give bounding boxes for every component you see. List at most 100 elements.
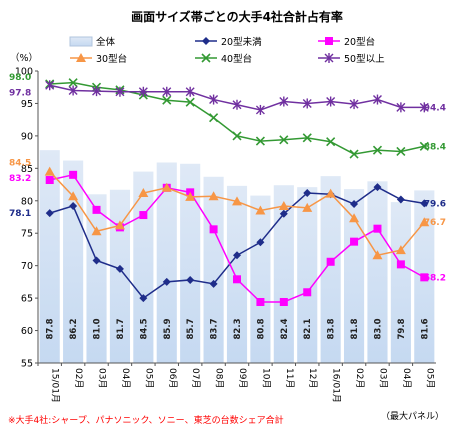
bar bbox=[273, 185, 294, 363]
diamond-marker bbox=[186, 275, 195, 284]
triangle-marker bbox=[208, 191, 219, 201]
star-marker bbox=[68, 85, 78, 96]
end-labels: 98.0 97.8 84.5 83.2 78.1 94.4 88.4 79.6 76.7 68.2 bbox=[9, 73, 446, 283]
y-tick-label: 60 bbox=[21, 326, 33, 337]
square-marker bbox=[326, 257, 335, 266]
star-marker bbox=[349, 99, 359, 110]
star-marker bbox=[209, 94, 219, 105]
y-tick-label: 95 bbox=[21, 99, 33, 110]
triangle-marker bbox=[395, 245, 406, 255]
bar bbox=[63, 160, 84, 363]
footnote: ※大手4社:シャープ、パナソニック、ソニー、東芝の台数シェア合計 bbox=[8, 414, 284, 426]
x-marker bbox=[349, 149, 359, 159]
y-tick-label: 55 bbox=[21, 359, 33, 370]
legend-label: 50型以上 bbox=[344, 54, 385, 65]
x-marker bbox=[326, 137, 336, 147]
legend-item: 全体 bbox=[69, 36, 116, 48]
diamond-marker bbox=[45, 209, 54, 218]
series-line bbox=[49, 81, 425, 155]
bar-value-label: 85.9 bbox=[163, 318, 173, 339]
x-marker bbox=[372, 145, 383, 155]
square-marker bbox=[92, 205, 101, 214]
corner-note: （最大パネル） bbox=[381, 410, 444, 422]
x-marker bbox=[185, 97, 195, 107]
legend-item: 20型未満 bbox=[195, 36, 262, 48]
bar bbox=[250, 195, 271, 363]
legend-label: 全体 bbox=[96, 36, 116, 48]
bar bbox=[226, 185, 248, 363]
square-marker bbox=[373, 224, 382, 233]
diamond-marker bbox=[303, 188, 312, 197]
triangle-marker bbox=[76, 53, 86, 62]
legend-label: 30型台 bbox=[96, 53, 127, 65]
data-label: 68.2 bbox=[424, 273, 446, 283]
legend-label: 20型未満 bbox=[221, 36, 262, 48]
x-tick-label: 10月 bbox=[260, 368, 271, 388]
x-tick-label: 03月 bbox=[97, 368, 108, 388]
diamond-marker bbox=[233, 251, 241, 260]
data-label: 76.7 bbox=[424, 218, 446, 228]
diamond-marker bbox=[420, 199, 429, 208]
triangle-marker bbox=[302, 202, 313, 212]
bar bbox=[180, 163, 201, 363]
square-marker bbox=[420, 273, 429, 282]
square-marker bbox=[256, 298, 265, 307]
x-marker bbox=[209, 113, 219, 123]
x-marker bbox=[396, 146, 406, 157]
triangle-marker bbox=[278, 200, 289, 210]
legend: 全体 20型未満 20型台 30型台 40型台 50型以上 bbox=[69, 36, 385, 65]
series-star bbox=[45, 80, 429, 115]
bar-value-label: 81.7 bbox=[116, 318, 126, 339]
triangle-marker bbox=[232, 196, 242, 206]
star-marker bbox=[372, 94, 382, 105]
diamond-marker bbox=[256, 238, 265, 247]
star-marker bbox=[396, 102, 406, 113]
axes: 55 60 65 70 75 80 85 90 95 100 15/01月 02月 03月 04月 05月 0… bbox=[15, 67, 436, 403]
bar bbox=[367, 181, 388, 363]
bar-value-label: 87.8 bbox=[46, 318, 56, 339]
bar bbox=[109, 189, 131, 363]
bar-value-label: 86.2 bbox=[69, 318, 79, 339]
x-tick-label: 05月 bbox=[424, 368, 435, 388]
triangle-marker bbox=[372, 250, 383, 260]
bar bbox=[39, 150, 60, 363]
x-tick-label: 04月 bbox=[120, 368, 131, 388]
star-marker bbox=[302, 98, 312, 109]
legend-item: 50型以上 bbox=[318, 53, 385, 65]
diamond-marker bbox=[350, 200, 359, 209]
star-marker bbox=[162, 86, 172, 97]
y-tick-label: 75 bbox=[21, 229, 33, 240]
bar-value-label: 83.8 bbox=[327, 318, 337, 339]
y-tick-label: 100 bbox=[15, 67, 33, 78]
star-marker bbox=[115, 86, 125, 97]
triangle-marker bbox=[419, 217, 430, 227]
x-marker bbox=[162, 95, 172, 105]
data-label: 84.5 bbox=[9, 159, 31, 169]
diamond-marker bbox=[279, 209, 288, 218]
square-marker bbox=[303, 288, 312, 297]
triangle-marker bbox=[44, 166, 55, 176]
legend-swatch bbox=[69, 36, 93, 47]
x-marker bbox=[279, 135, 289, 145]
series-x bbox=[45, 78, 429, 159]
line-series bbox=[44, 78, 430, 307]
data-label: 79.6 bbox=[424, 199, 446, 209]
triangle-marker bbox=[138, 187, 149, 197]
series-triangle bbox=[44, 166, 430, 260]
bar-value-label: 83.7 bbox=[210, 318, 220, 339]
diamond-marker bbox=[92, 256, 101, 265]
x-tick-label: 03月 bbox=[377, 368, 388, 388]
star-marker bbox=[185, 86, 195, 97]
square-marker bbox=[325, 37, 333, 45]
bar-value-label: 84.5 bbox=[139, 318, 149, 339]
x-tick-label: 08月 bbox=[214, 368, 225, 388]
diamond-marker bbox=[209, 279, 218, 288]
bar bbox=[297, 187, 318, 363]
y-tick-label: 85 bbox=[21, 164, 33, 175]
x-tick-label: 02月 bbox=[354, 368, 365, 388]
legend-label: 40型台 bbox=[221, 53, 252, 65]
triangle-marker bbox=[325, 188, 336, 198]
x-marker bbox=[232, 131, 242, 141]
star-marker bbox=[255, 104, 265, 115]
star-marker bbox=[324, 53, 334, 63]
